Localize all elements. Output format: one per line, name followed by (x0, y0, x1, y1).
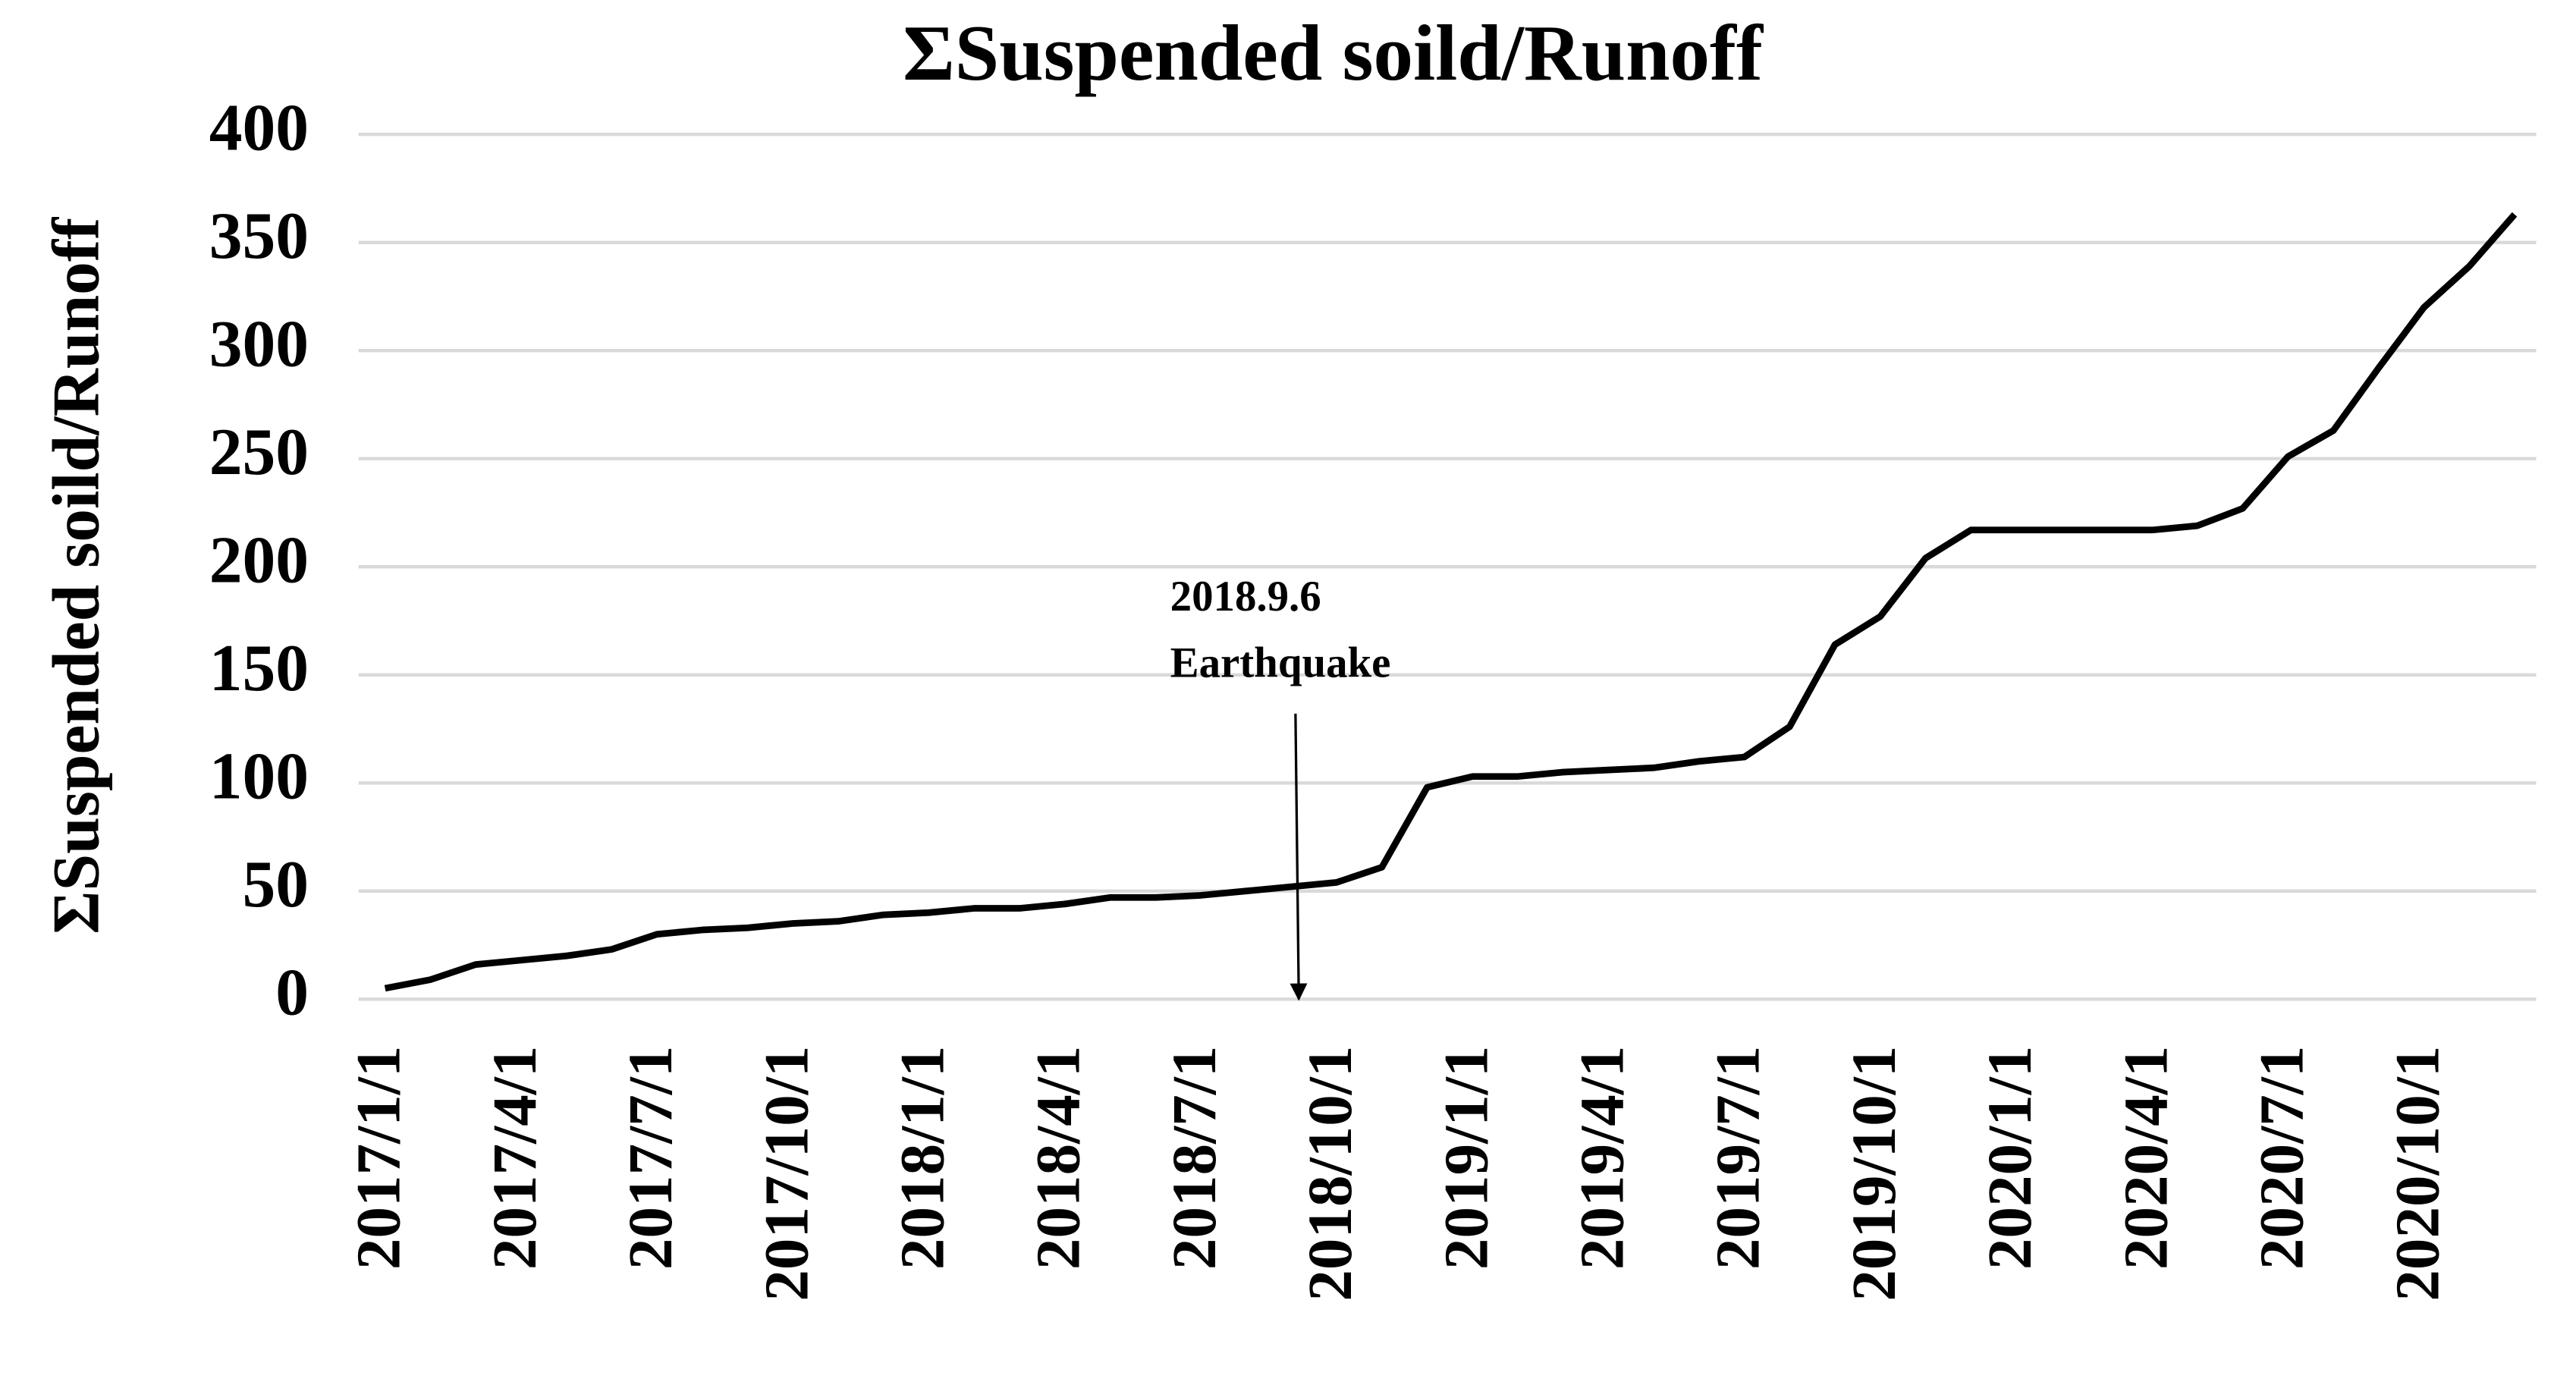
x-tick-label: 2020/1/1 (1974, 1046, 2044, 1270)
y-tick-label: 0 (275, 955, 309, 1029)
x-tick-label: 2020/4/1 (2110, 1046, 2180, 1270)
y-tick-label: 350 (209, 199, 309, 272)
x-tick-label: 2018/4/1 (1023, 1046, 1093, 1270)
y-tick-label: 150 (209, 631, 309, 705)
x-tick-label: 2017/4/1 (479, 1046, 549, 1270)
x-tick-label: 2018/10/1 (1295, 1046, 1365, 1302)
x-tick-label: 2018/1/1 (887, 1046, 957, 1270)
annotation-text: Earthquake (1170, 639, 1391, 687)
y-axis-label: ΣSuspended soild/Runoff (39, 217, 112, 934)
y-tick-label: 300 (209, 306, 309, 380)
x-tick-label: 2017/10/1 (751, 1046, 821, 1302)
x-tick-label: 2019/1/1 (1431, 1046, 1500, 1270)
x-tick-label: 2017/7/1 (615, 1046, 685, 1270)
annotation-text: 2018.9.6 (1170, 573, 1321, 620)
data-line (384, 212, 2518, 992)
x-tick-label: 2018/7/1 (1159, 1046, 1229, 1270)
y-tick-label: 200 (209, 523, 309, 596)
y-tick-label: 100 (209, 739, 309, 812)
chart-title: ΣSuspended soild/Runoff (903, 8, 1764, 97)
x-tick-label: 2020/7/1 (2246, 1046, 2316, 1270)
y-tick-label: 400 (209, 90, 309, 164)
annotation-arrow (1290, 713, 1308, 1001)
y-tick-label: 50 (242, 847, 309, 921)
x-tick-label: 2017/1/1 (344, 1046, 413, 1270)
x-tick-label: 2020/10/1 (2383, 1046, 2452, 1302)
x-tick-label: 2019/4/1 (1566, 1046, 1636, 1270)
x-tick-label: 2019/7/1 (1703, 1046, 1773, 1270)
y-tick-label: 250 (209, 415, 309, 488)
x-tick-label: 2019/10/1 (1839, 1046, 1908, 1302)
